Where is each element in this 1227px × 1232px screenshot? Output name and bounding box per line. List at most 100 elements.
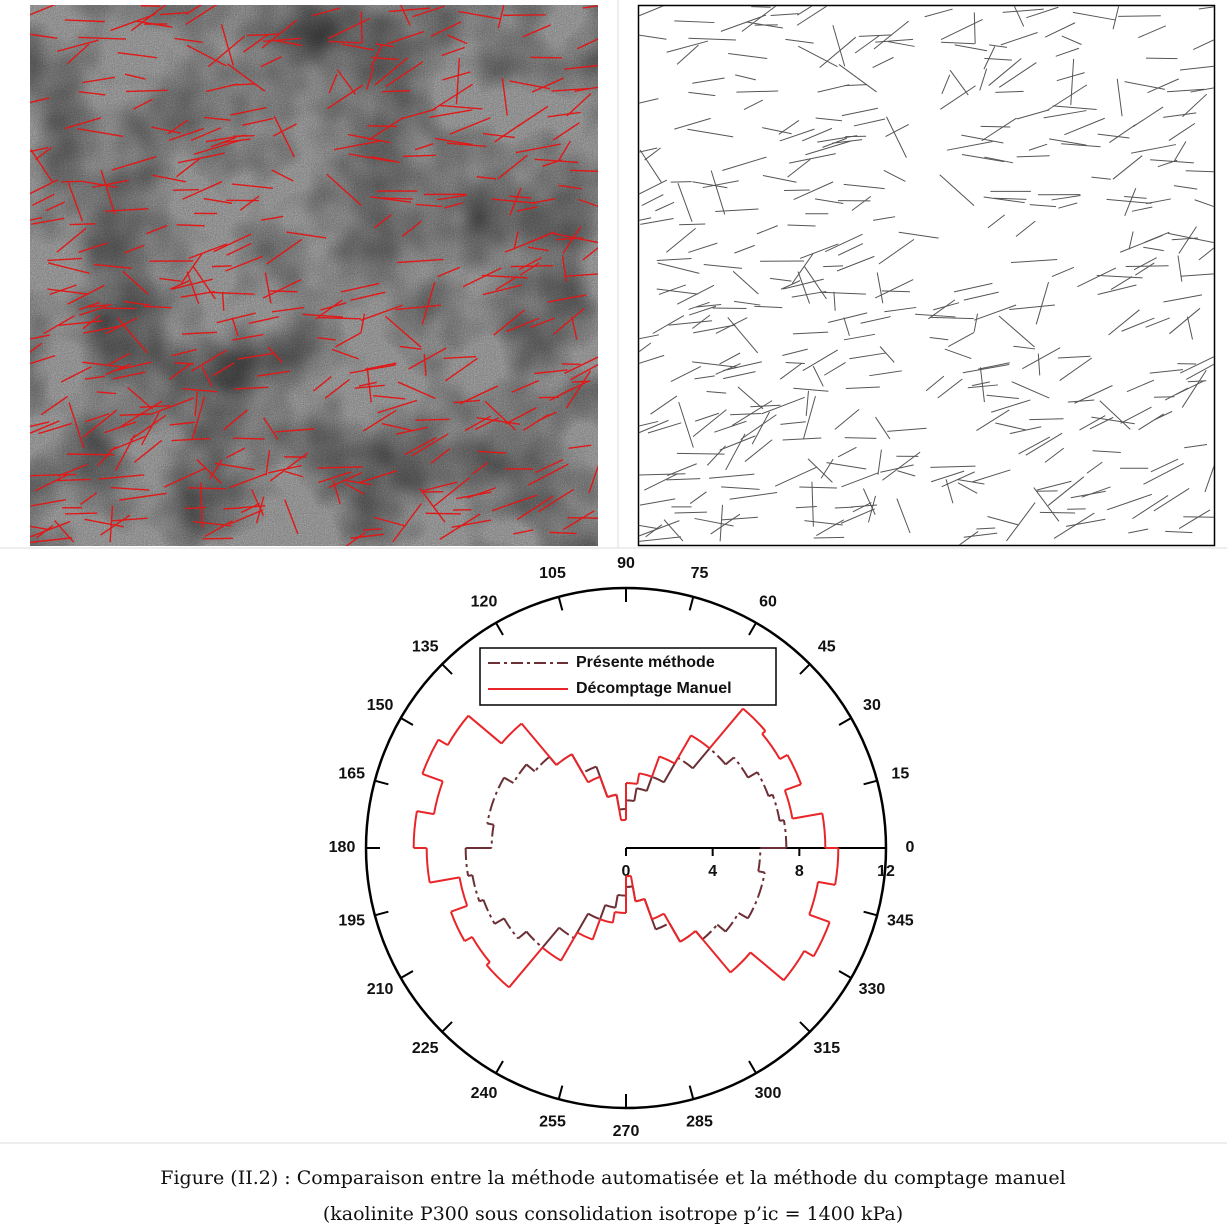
- particle-line: [422, 481, 458, 492]
- radial-tick-label: 8: [795, 863, 804, 880]
- particle-line: [688, 91, 716, 97]
- particle-line: [200, 482, 203, 528]
- particle-line: [56, 478, 91, 482]
- particle-line: [886, 116, 907, 158]
- particle-line: [1112, 6, 1120, 30]
- rose-connector: [673, 734, 692, 765]
- particle-line: [862, 488, 876, 516]
- particle-line: [1029, 204, 1057, 208]
- rose-bin: [458, 877, 469, 907]
- angle-tick: [441, 1021, 453, 1033]
- particle-line: [412, 5, 445, 18]
- rose-connector: [560, 931, 579, 962]
- rose-connector: [614, 894, 619, 908]
- particle-line: [1051, 194, 1081, 201]
- particle-line: [797, 45, 838, 68]
- particle-line: [987, 214, 1005, 229]
- particle-line: [762, 175, 797, 183]
- rose-bin: [659, 755, 676, 765]
- particle-line: [940, 18, 983, 41]
- particle-line: [511, 379, 540, 393]
- particle-line: [311, 7, 341, 17]
- particle-line: [925, 375, 945, 392]
- particle-line: [694, 517, 734, 527]
- particle-line: [998, 315, 1035, 348]
- particle-line: [930, 465, 976, 468]
- particle-line: [1067, 399, 1095, 403]
- particle-line: [957, 482, 978, 494]
- particle-line: [111, 155, 157, 171]
- rose-connector: [633, 788, 638, 802]
- particle-line: [978, 362, 1010, 370]
- particle-line: [30, 421, 50, 428]
- rose-bin: [638, 772, 653, 778]
- rose-bin: [587, 912, 601, 921]
- particle-line: [233, 437, 265, 440]
- particle-line: [1112, 155, 1143, 180]
- particle-line: [780, 280, 801, 290]
- angle-tick: [799, 1021, 811, 1033]
- particle-line: [510, 265, 554, 268]
- particle-line: [1135, 262, 1155, 276]
- particle-line: [190, 127, 222, 142]
- particle-line: [180, 253, 203, 284]
- particle-line: [639, 147, 658, 153]
- particle-line: [103, 421, 137, 434]
- particle-line: [140, 5, 161, 7]
- particle-line: [719, 435, 756, 451]
- rose-bin: [464, 847, 470, 877]
- particle-line: [841, 472, 879, 488]
- particle-line: [458, 10, 502, 20]
- particle-line: [883, 169, 906, 182]
- angle-tick-label: 330: [859, 981, 886, 998]
- particle-line: [518, 257, 542, 271]
- particle-line: [133, 98, 153, 110]
- particle-line: [1180, 273, 1214, 277]
- particle-line: [240, 502, 260, 514]
- particle-line: [1132, 106, 1164, 128]
- particle-line: [146, 224, 168, 235]
- particle-line: [728, 52, 768, 60]
- particle-line: [779, 362, 803, 380]
- particle-line: [119, 413, 151, 417]
- rose-bin: [651, 912, 665, 921]
- particle-line: [721, 486, 760, 490]
- particle-line: [402, 108, 436, 120]
- extracted-panel: [637, 4, 1216, 547]
- particle-line: [1198, 247, 1214, 261]
- particle-line: [1018, 436, 1051, 455]
- particle-line: [551, 87, 589, 92]
- particle-line: [552, 122, 580, 141]
- particle-line: [370, 155, 400, 164]
- particle-line: [770, 277, 792, 282]
- particle-line: [1125, 265, 1169, 268]
- angle-tick-label: 105: [539, 565, 566, 582]
- particle-line: [69, 223, 96, 226]
- particle-line: [744, 439, 773, 462]
- rose-connector: [784, 783, 802, 792]
- particle-line: [882, 451, 921, 481]
- particle-line: [78, 301, 101, 311]
- particle-line: [1055, 47, 1080, 57]
- particle-line: [475, 417, 499, 431]
- angle-tick-label: 90: [617, 555, 635, 572]
- particle-line: [643, 473, 679, 491]
- particle-line: [770, 13, 799, 17]
- particle-line: [696, 304, 722, 308]
- particle-line: [1182, 93, 1208, 118]
- rose-connector: [663, 913, 682, 943]
- caption-line: (kaolinite P300 sous consolidation isotr…: [323, 1203, 903, 1225]
- angle-tick: [863, 910, 878, 917]
- particle-line: [223, 507, 242, 510]
- particle-line: [105, 317, 138, 335]
- particle-line: [1086, 461, 1103, 474]
- rose-bin: [761, 733, 781, 760]
- particle-line: [110, 486, 150, 491]
- particle-line: [491, 494, 538, 512]
- particle-line: [1120, 406, 1152, 424]
- particle-line: [1033, 487, 1060, 522]
- particle-line: [226, 242, 252, 256]
- particle-line: [509, 195, 532, 199]
- particle-line: [639, 149, 662, 183]
- particle-line: [185, 5, 203, 15]
